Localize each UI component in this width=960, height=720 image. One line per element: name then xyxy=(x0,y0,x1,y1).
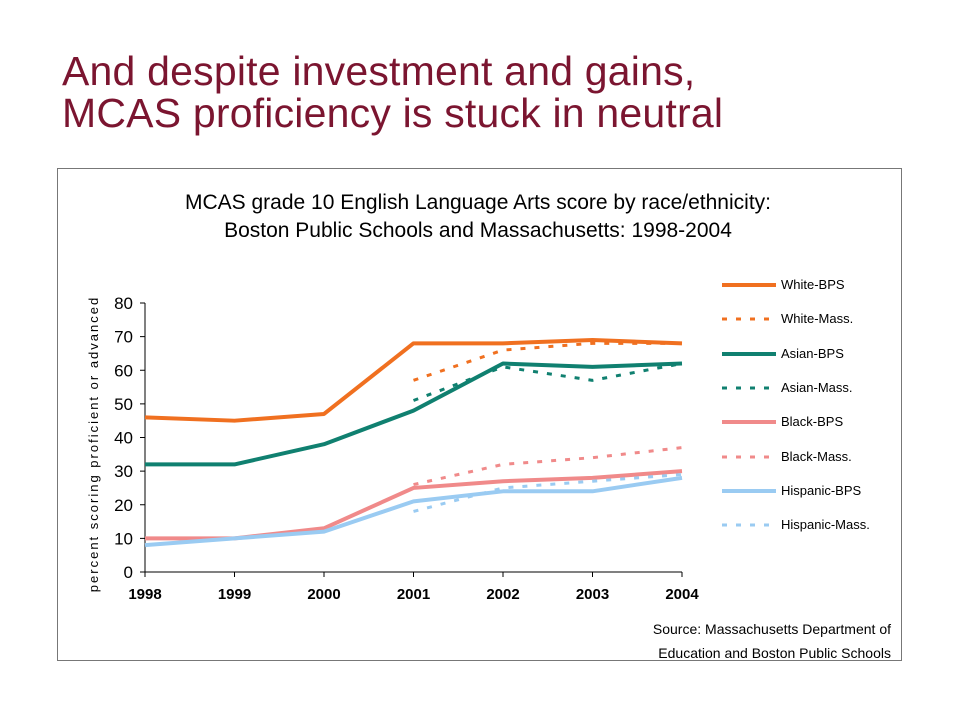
slide-title-line1: And despite investment and gains, xyxy=(62,48,696,94)
legend-item-hispanic-mass: Hispanic-Mass. xyxy=(718,515,898,535)
y-axis-label: percent scoring proficient or advanced xyxy=(86,295,101,593)
legend-swatch xyxy=(722,386,776,390)
legend-item-asian-mass: Asian-Mass. xyxy=(718,378,898,398)
x-tick-label: 2003 xyxy=(576,586,609,603)
legend-label: Asian-Mass. xyxy=(781,379,853,395)
series-line-black-bps xyxy=(145,469,683,541)
legend-item-black-mass: Black-Mass. xyxy=(718,447,898,467)
slide-title: And despite investment and gains, MCAS p… xyxy=(62,50,922,134)
y-tick-label: 70 xyxy=(114,328,133,347)
chart-source: Source: Massachusetts Department of Educ… xyxy=(653,617,891,665)
chart-title-line2: Boston Public Schools and Massachusetts:… xyxy=(224,219,732,242)
legend-label: Black-Mass. xyxy=(781,448,852,464)
x-tick-label: 2002 xyxy=(486,586,519,603)
y-tick-label: 10 xyxy=(114,529,133,548)
legend-item-hispanic-bps: Hispanic-BPS xyxy=(718,481,898,501)
series-line-hispanic-mass xyxy=(413,472,683,513)
legend-swatch xyxy=(722,283,776,287)
legend-item-white-bps: White-BPS xyxy=(718,275,898,295)
legend-label: Black-BPS xyxy=(781,414,844,430)
legend-swatch xyxy=(722,488,776,493)
x-tick-label: 2000 xyxy=(307,586,340,603)
x-tick-label: 2001 xyxy=(397,586,430,603)
legend-swatch xyxy=(722,317,776,321)
slide-title-line2: MCAS proficiency is stuck in neutral xyxy=(62,90,724,136)
chart-title: MCAS grade 10 English Language Arts scor… xyxy=(158,189,798,245)
legend-swatch xyxy=(722,455,776,458)
series-line-hispanic-bps xyxy=(144,475,683,548)
y-tick-label: 20 xyxy=(114,496,133,515)
series-line-white-bps xyxy=(144,337,683,423)
legend-label: Hispanic-BPS xyxy=(781,482,862,498)
x-tick-label: 1999 xyxy=(218,586,251,603)
y-tick-label: 40 xyxy=(114,429,133,448)
x-tick-label: 2004 xyxy=(665,586,699,603)
series-line-black-mass xyxy=(413,446,683,487)
line-chart: 0 10 20 30 40 50 60 70 80 1998 1999 2000 2001 2002 200… xyxy=(114,294,699,603)
y-tick-label: 30 xyxy=(114,462,133,481)
chart-frame: 0 10 20 30 40 50 60 70 80 1998 1999 2000 2001 2002 200… xyxy=(57,168,902,661)
legend-label: Hispanic-Mass. xyxy=(781,517,870,533)
series-line-white-mass xyxy=(413,341,682,382)
source-line2: Education and Boston Public Schools xyxy=(658,645,891,661)
y-tick-label: 50 xyxy=(114,395,133,414)
source-line1: Source: Massachusetts Department of xyxy=(652,621,891,637)
legend-item-white-mass: White-Mass. xyxy=(718,309,898,329)
legend-swatch xyxy=(722,420,776,425)
legend-label: White-Mass. xyxy=(781,311,854,327)
y-tick-label: 60 xyxy=(114,361,133,380)
x-tick-label: 1998 xyxy=(128,586,161,603)
series-line-asian-bps xyxy=(145,361,683,467)
series-line-asian-mass xyxy=(412,362,683,402)
chart-title-line1: MCAS grade 10 English Language Arts scor… xyxy=(185,191,771,214)
y-tick-label: 80 xyxy=(114,294,133,313)
legend-item-asian-bps: Asian-BPS xyxy=(718,344,898,364)
legend-label: Asian-BPS xyxy=(781,345,844,361)
legend-item-black-bps: Black-BPS xyxy=(718,412,898,432)
legend-swatch xyxy=(722,523,776,527)
legend-label: White-BPS xyxy=(781,277,845,292)
y-tick-label: 0 xyxy=(124,563,133,582)
legend-swatch xyxy=(722,351,776,356)
